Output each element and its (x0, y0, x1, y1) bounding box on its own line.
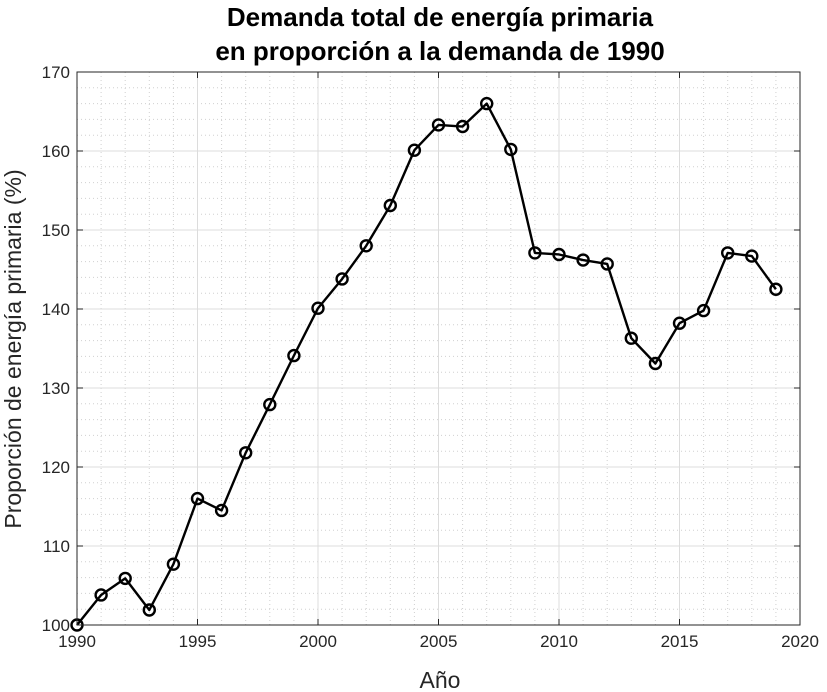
data-point-marker (696, 303, 711, 318)
data-point-marker (335, 272, 349, 286)
data-point-marker (528, 246, 542, 260)
y-tick-label: 100 (42, 616, 70, 635)
x-axis-ticks: 1990 1995 2000 2005 2010 2015 2020 (58, 72, 819, 651)
data-point-marker (407, 143, 422, 157)
y-tick-label: 160 (42, 142, 70, 161)
data-point-marker (214, 503, 229, 518)
data-point-marker (359, 239, 373, 253)
data-point-marker (311, 301, 325, 315)
x-tick-label: 2010 (540, 632, 578, 651)
x-tick-label: 1995 (179, 632, 217, 651)
y-axis-label: Proporción de energía primaria (%) (0, 169, 26, 528)
data-point-marker (142, 603, 157, 617)
y-axis-ticks: 100 110 120 130 140 150 160 170 (42, 63, 800, 635)
data-point-marker (745, 249, 759, 263)
data-point-marker (263, 397, 277, 412)
x-tick-label: 2000 (299, 632, 337, 651)
data-point-marker (431, 118, 446, 132)
data-point-marker (600, 257, 614, 271)
x-tick-label: 1990 (58, 632, 96, 651)
y-tick-label: 110 (43, 537, 70, 556)
x-tick-label: 2020 (781, 632, 819, 651)
y-tick-label: 130 (42, 379, 70, 398)
data-point-marker (383, 198, 397, 213)
chart-title-line-2: en proporción a la demanda de 1990 (215, 36, 664, 66)
data-point-marker (576, 253, 590, 267)
y-tick-label: 150 (42, 221, 70, 240)
y-tick-label: 170 (42, 63, 70, 82)
data-series (70, 96, 783, 632)
data-point-marker (287, 348, 301, 363)
data-point-marker (624, 331, 638, 345)
data-point-marker (480, 96, 494, 111)
data-point-marker (94, 588, 108, 602)
data-point-marker (769, 282, 783, 296)
y-tick-label: 120 (42, 458, 70, 477)
data-point-marker (190, 491, 205, 506)
data-point-marker (672, 316, 687, 330)
data-point-marker (238, 446, 253, 460)
data-point-marker (648, 356, 663, 371)
data-point-marker (721, 246, 735, 260)
data-point-marker (504, 142, 518, 157)
data-point-marker (166, 557, 181, 571)
x-tick-label: 2005 (420, 632, 458, 651)
data-point-marker (118, 571, 132, 586)
y-tick-label: 140 (42, 300, 70, 319)
chart-title-line-1: Demanda total de energía primaria (227, 2, 654, 32)
x-axis-label: Año (420, 667, 461, 692)
data-point-marker (552, 247, 566, 262)
series-line (76, 102, 777, 626)
data-point-marker (455, 119, 470, 134)
x-tick-label: 2015 (661, 632, 699, 651)
